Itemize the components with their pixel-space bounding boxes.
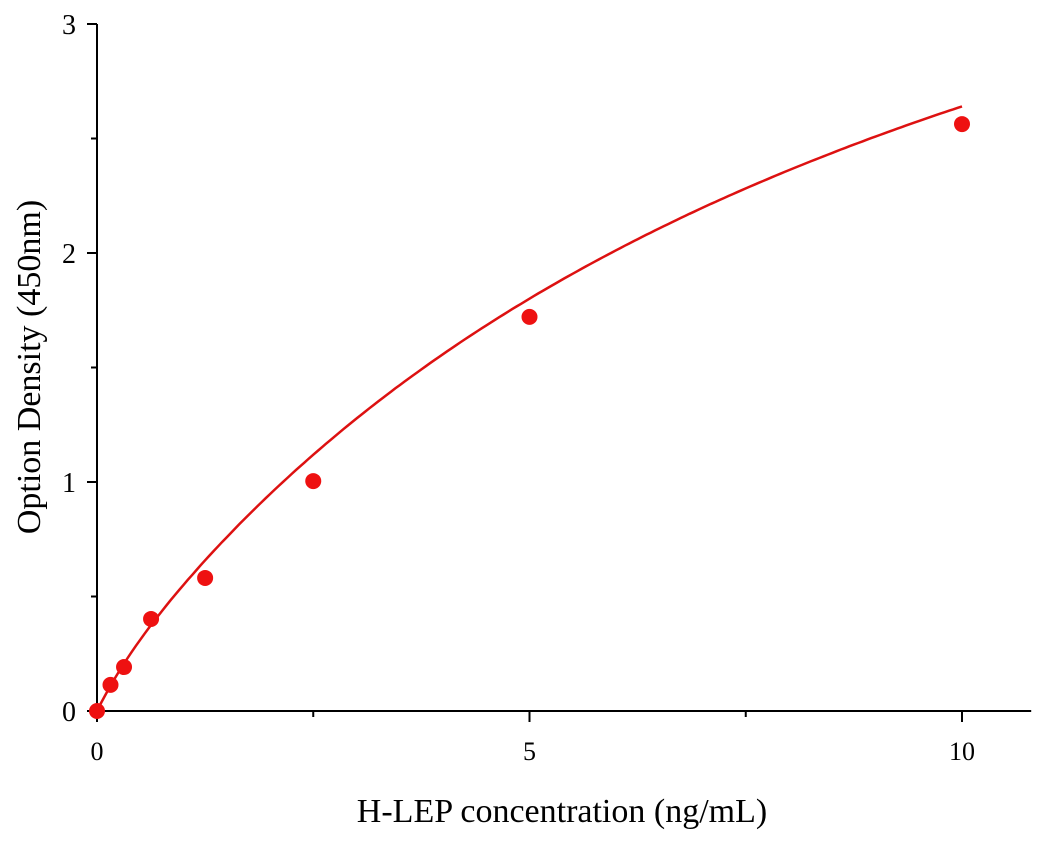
data-point bbox=[954, 116, 970, 133]
data-point bbox=[116, 659, 133, 676]
y-tick-label: 3 bbox=[62, 10, 76, 41]
axes: 0 5 10 0 1 2 3 bbox=[62, 10, 1032, 766]
data-point bbox=[197, 569, 214, 586]
fit-curve bbox=[95, 105, 963, 712]
data-point bbox=[143, 610, 160, 627]
data-point bbox=[89, 703, 105, 719]
x-axis-label: H-LEP concentration (ng/mL) bbox=[357, 793, 767, 830]
x-tick-label: 10 bbox=[949, 737, 975, 766]
data-point bbox=[305, 473, 322, 490]
data-point bbox=[102, 676, 119, 693]
x-tick-label: 5 bbox=[523, 737, 536, 766]
y-tick-label: 2 bbox=[62, 239, 76, 270]
y-tick-label: 0 bbox=[62, 697, 76, 728]
data-point bbox=[521, 308, 538, 325]
y-tick-label: 1 bbox=[62, 468, 76, 499]
y-axis-label: Option Density (450nm) bbox=[11, 200, 48, 534]
data-points bbox=[89, 116, 970, 719]
x-tick-label: 0 bbox=[91, 737, 104, 766]
